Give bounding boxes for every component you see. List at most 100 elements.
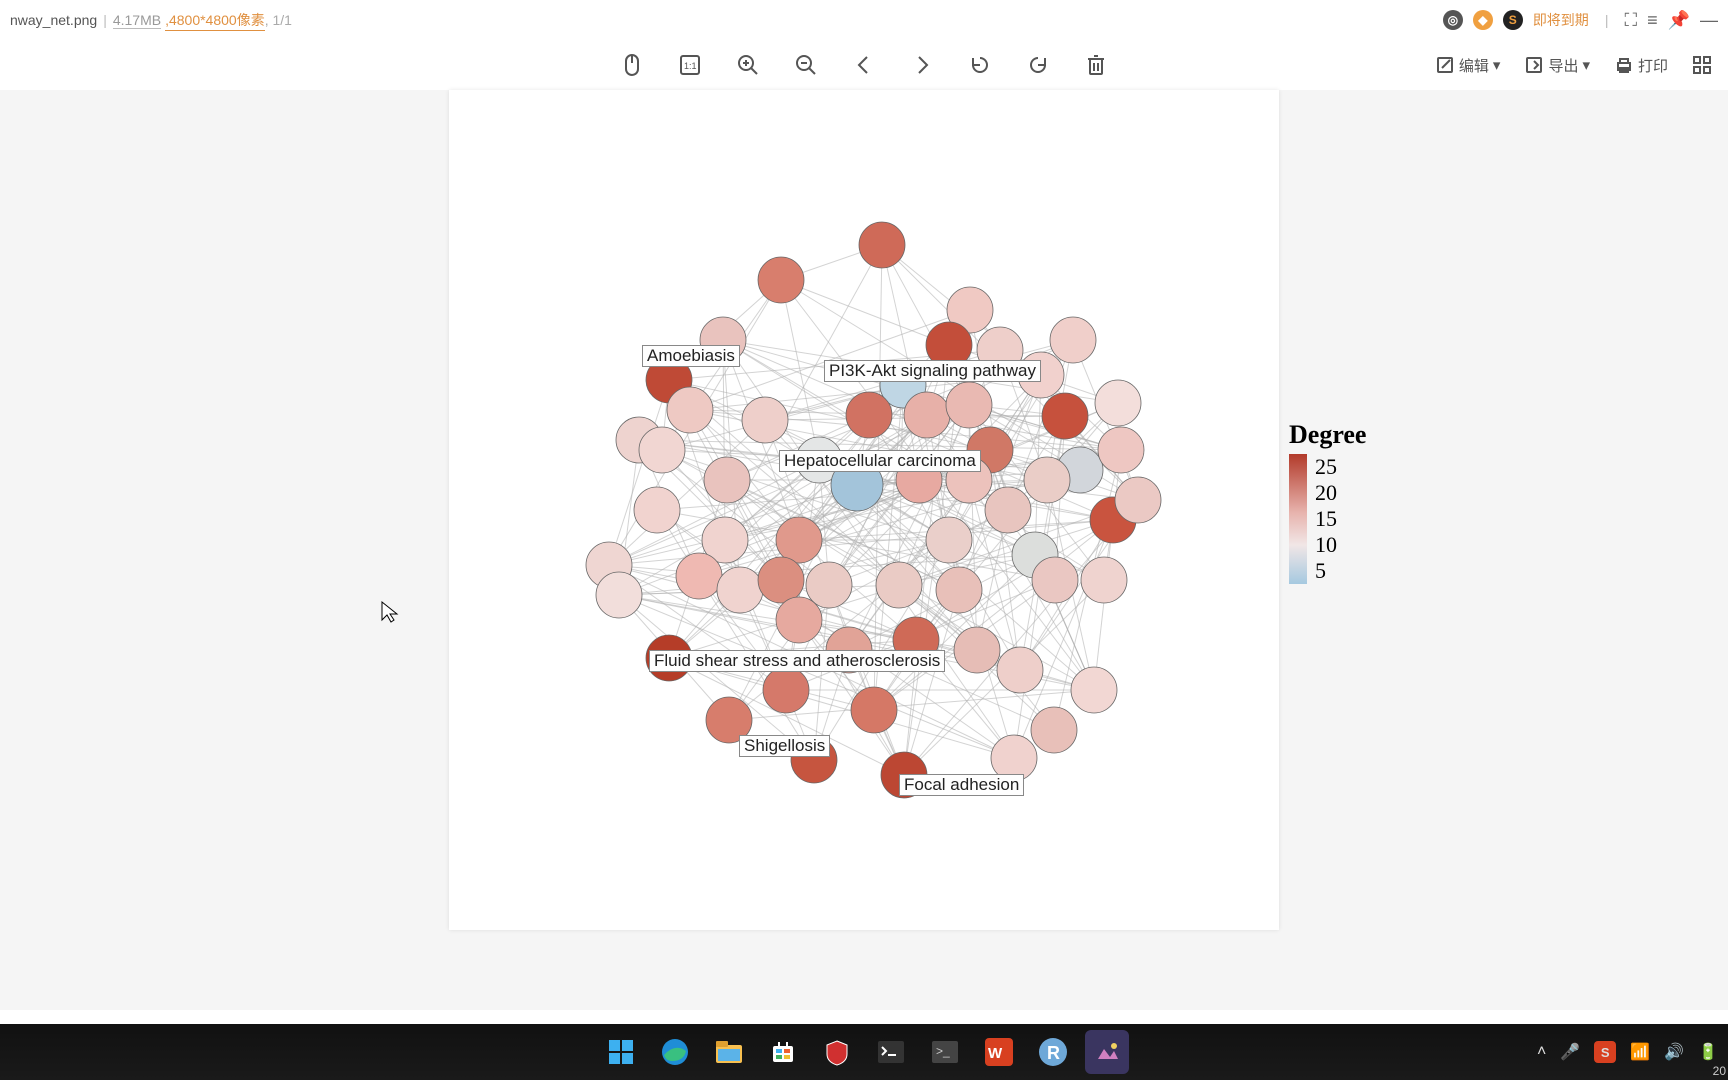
network-node: [776, 597, 822, 643]
store-icon[interactable]: [761, 1030, 805, 1074]
network-node: [806, 562, 852, 608]
prev-icon[interactable]: [848, 49, 880, 81]
title-bar: nway_net.png | 4.17MB ,4800*4800像素 , 1/1…: [0, 0, 1728, 40]
clock[interactable]: 20: [1713, 1064, 1726, 1078]
delete-icon[interactable]: [1080, 49, 1112, 81]
grid-icon[interactable]: [1692, 55, 1712, 75]
network-node: [904, 392, 950, 438]
node-label-fluid: Fluid shear stress and atherosclerosis: [649, 650, 945, 672]
mouse-tool-icon[interactable]: [616, 49, 648, 81]
page-indicator: , 1/1: [265, 12, 292, 28]
chevron-down-icon: ▾: [1582, 56, 1590, 74]
menu-icon[interactable]: ≡: [1647, 10, 1658, 31]
pin-icon[interactable]: 📌: [1668, 10, 1690, 31]
tray-chevron-icon[interactable]: ˄: [1537, 1043, 1546, 1061]
network-node: [1031, 707, 1077, 753]
cursor-icon: [380, 600, 400, 624]
image-viewer-icon[interactable]: [1085, 1030, 1129, 1074]
zoom-out-icon[interactable]: [790, 49, 822, 81]
network-node: [763, 667, 809, 713]
network-node: [1095, 380, 1141, 426]
filename: nway_net.png: [10, 12, 97, 28]
edge-icon[interactable]: [653, 1030, 697, 1074]
rotate-left-icon[interactable]: [964, 49, 996, 81]
toolbar-right: 编辑 ▾ 导出 ▾ 打印: [1435, 55, 1712, 76]
legend-gradient: [1289, 454, 1307, 584]
expire-label[interactable]: 即将到期: [1533, 10, 1589, 30]
network-node: [634, 487, 680, 533]
network-node: [936, 567, 982, 613]
title-bar-right: ◎ ◆ S 即将到期 | ⛶ ≡ 📌 —: [1443, 10, 1718, 31]
network-node: [1071, 667, 1117, 713]
canvas-area: Amoebiasis PI3K-Akt signaling pathway Hepa…: [0, 90, 1728, 1010]
network-node: [876, 562, 922, 608]
network-node: [776, 517, 822, 563]
network-node: [742, 397, 788, 443]
legend: Degree 252015105: [1289, 420, 1439, 584]
separator: |: [103, 12, 107, 28]
svg-text:>_: >_: [936, 1044, 950, 1058]
edit-button[interactable]: 编辑 ▾: [1435, 55, 1501, 76]
network-graph: [449, 90, 1279, 930]
network-node: [704, 457, 750, 503]
network-node: [758, 557, 804, 603]
network-node: [1115, 477, 1161, 523]
avatar-icon[interactable]: ◎: [1443, 10, 1463, 30]
network-node: [846, 392, 892, 438]
zoom-in-icon[interactable]: [732, 49, 764, 81]
network-node: [985, 487, 1031, 533]
file-size: 4.17MB: [113, 12, 161, 29]
terminal-icon[interactable]: [869, 1030, 913, 1074]
battery-icon[interactable]: 🔋: [1698, 1042, 1718, 1062]
network-node: [1098, 427, 1144, 473]
network-node: [717, 567, 763, 613]
node-label-focal: Focal adhesion: [899, 774, 1024, 796]
network-node: [639, 427, 685, 473]
chevron-down-icon: ▾: [1493, 56, 1501, 74]
main-toolbar: 1:1 编辑 ▾ 导出 ▾ 打印: [0, 40, 1728, 90]
network-node: [851, 687, 897, 733]
volume-icon[interactable]: 🔊: [1664, 1042, 1684, 1062]
rstudio-icon[interactable]: R: [1031, 1030, 1075, 1074]
network-node: [667, 387, 713, 433]
export-button[interactable]: 导出 ▾: [1524, 55, 1590, 76]
file-explorer-icon[interactable]: [707, 1030, 751, 1074]
network-node: [1042, 393, 1088, 439]
mic-icon[interactable]: 🎤: [1560, 1042, 1580, 1062]
wps-icon[interactable]: W: [977, 1030, 1021, 1074]
image-frame: Amoebiasis PI3K-Akt signaling pathway Hepa…: [449, 90, 1279, 930]
network-node: [676, 553, 722, 599]
rotate-right-icon[interactable]: [1022, 49, 1054, 81]
legend-title: Degree: [1289, 420, 1439, 450]
network-node: [758, 257, 804, 303]
network-node: [1032, 557, 1078, 603]
fullscreen-icon[interactable]: ⛶: [1624, 10, 1637, 31]
network-node: [1024, 457, 1070, 503]
console-icon[interactable]: >_: [923, 1030, 967, 1074]
network-node: [859, 222, 905, 268]
actual-size-icon[interactable]: 1:1: [674, 49, 706, 81]
node-label-hepato: Hepatocellular carcinoma: [779, 450, 981, 472]
s-badge-icon[interactable]: S: [1503, 10, 1523, 30]
start-button[interactable]: [599, 1030, 643, 1074]
network-node: [954, 627, 1000, 673]
node-label-shigellosis: Shigellosis: [739, 735, 830, 757]
print-button[interactable]: 打印: [1614, 55, 1668, 76]
windows-taskbar: >_ W R ˄ 🎤 S 📶 🔊 🔋 20: [0, 1024, 1728, 1080]
node-label-amoebiasis: Amoebiasis: [642, 345, 740, 367]
wifi-icon[interactable]: 📶: [1630, 1042, 1650, 1062]
mcafee-icon[interactable]: [815, 1030, 859, 1074]
network-node: [997, 647, 1043, 693]
crown-badge-icon[interactable]: ◆: [1473, 10, 1493, 30]
node-label-pi3k: PI3K-Akt signaling pathway: [824, 360, 1041, 382]
network-node: [926, 517, 972, 563]
sogou-icon[interactable]: S: [1594, 1041, 1616, 1063]
network-node: [1081, 557, 1127, 603]
svg-text:R: R: [1047, 1043, 1060, 1063]
minimize-icon[interactable]: —: [1700, 10, 1718, 31]
svg-text:1:1: 1:1: [684, 61, 697, 71]
image-dimensions: ,4800*4800像素: [165, 10, 265, 31]
next-icon[interactable]: [906, 49, 938, 81]
network-node: [596, 572, 642, 618]
system-tray: ˄ 🎤 S 📶 🔊 🔋: [1537, 1041, 1718, 1063]
